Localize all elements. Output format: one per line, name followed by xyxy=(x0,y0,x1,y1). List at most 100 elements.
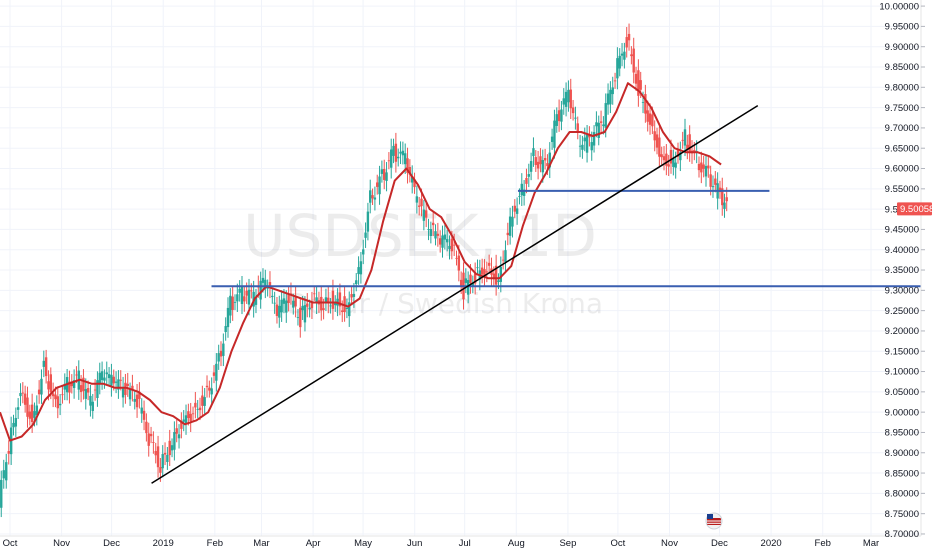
candle-body xyxy=(271,295,274,298)
candle-body xyxy=(261,277,265,283)
candle-body xyxy=(562,98,565,105)
candle-body xyxy=(217,353,220,362)
candle-body xyxy=(147,433,150,446)
time-tick-label: Nov xyxy=(53,538,70,549)
candle-body xyxy=(560,109,563,122)
price-tag-value: 9.50058 xyxy=(900,204,932,215)
candle-body xyxy=(156,446,160,468)
time-tick-label: Mar xyxy=(253,538,269,549)
candle-body xyxy=(711,186,715,188)
candle-body xyxy=(254,297,258,305)
candle-body xyxy=(665,153,668,166)
candle-body xyxy=(222,343,225,356)
candle-body xyxy=(231,296,234,310)
candle-body xyxy=(61,394,64,396)
drawing-tools[interactable] xyxy=(151,104,921,484)
candle-body xyxy=(7,451,10,454)
candle-body xyxy=(434,231,437,239)
candle-body xyxy=(210,388,213,395)
candle-body xyxy=(459,279,463,286)
price-tick-label: 9.25000 xyxy=(885,306,919,317)
candle-body xyxy=(504,250,507,263)
candle-body xyxy=(590,142,593,151)
candle-body xyxy=(359,261,363,275)
candle-body xyxy=(107,374,111,379)
candle-body xyxy=(21,392,25,394)
candle-body xyxy=(145,421,148,434)
price-tick-label: 10.00000 xyxy=(879,1,919,12)
time-axis[interactable]: Oct Nov Dec 2019 Feb Mar Apr May Jun Jul Aug Sep Oct… xyxy=(3,538,880,549)
candle-body xyxy=(602,124,605,127)
price-tag-background xyxy=(897,202,932,216)
time-tick-label: Dec xyxy=(103,538,120,549)
candle-body xyxy=(445,239,449,243)
candle-body xyxy=(212,372,216,376)
candle-body xyxy=(329,305,332,307)
moving-average-line xyxy=(0,82,722,442)
price-axis[interactable]: 8.70000 8.75000 8.80000 8.85000 8.90000 8.950… xyxy=(879,1,925,540)
candle-body xyxy=(639,80,642,90)
candle-body xyxy=(282,298,286,304)
candle-body xyxy=(117,379,120,390)
candle-body xyxy=(133,398,136,402)
candle-body xyxy=(485,271,489,273)
price-tick-label: 9.90000 xyxy=(885,42,919,53)
candle-body xyxy=(68,381,71,393)
candle-body xyxy=(522,189,526,196)
time-tick-label: 2019 xyxy=(153,538,174,549)
candle-body xyxy=(380,169,384,174)
candle-body xyxy=(168,440,171,456)
time-tick-label: Mar xyxy=(863,538,879,549)
candle-body xyxy=(424,210,428,218)
candle-body xyxy=(464,278,468,283)
candle-body xyxy=(357,267,360,275)
candle-body xyxy=(296,317,300,318)
candle-body xyxy=(399,151,402,154)
candle-body xyxy=(390,149,393,168)
candle-body xyxy=(93,389,97,391)
candle-body xyxy=(352,293,356,297)
candle-body xyxy=(72,380,76,389)
price-tick-label: 8.95000 xyxy=(885,428,919,439)
candle-body xyxy=(275,304,279,316)
candle-body xyxy=(310,302,314,309)
candle-body xyxy=(606,93,610,105)
candle-body xyxy=(383,168,386,180)
candle-body xyxy=(725,197,728,202)
price-tick-label: 8.85000 xyxy=(885,468,919,479)
candle-body xyxy=(592,132,596,146)
candle-body xyxy=(343,296,346,312)
candle-body xyxy=(320,296,323,311)
candle-body xyxy=(648,113,652,125)
candle-body xyxy=(518,196,521,197)
candle-body xyxy=(667,164,670,167)
candle-body xyxy=(40,378,43,395)
candle-body xyxy=(75,374,78,376)
time-tick-label: Aug xyxy=(508,538,525,549)
price-series xyxy=(0,23,728,518)
candle-body xyxy=(469,274,472,284)
candle-body xyxy=(322,308,325,310)
candle-body xyxy=(161,454,164,469)
candle-body xyxy=(292,300,295,308)
candle-body xyxy=(672,157,675,167)
candle-body xyxy=(693,149,696,153)
candle-body xyxy=(201,395,204,406)
candle-body xyxy=(245,290,248,296)
time-tick-label: Oct xyxy=(3,538,18,549)
candle-body xyxy=(457,255,461,271)
candle-body xyxy=(578,145,582,147)
candle-body xyxy=(149,433,153,437)
flag-badge-icon[interactable] xyxy=(705,512,723,530)
candle-body xyxy=(511,216,514,227)
candle-body xyxy=(35,405,39,416)
candle-body xyxy=(483,269,486,277)
candle-body xyxy=(452,244,456,246)
candle-body xyxy=(28,411,32,419)
candle-body xyxy=(443,234,447,240)
candle-body xyxy=(82,377,85,391)
price-tick-label: 8.90000 xyxy=(885,448,919,459)
candle-body xyxy=(548,152,551,168)
candle-body xyxy=(408,167,412,175)
